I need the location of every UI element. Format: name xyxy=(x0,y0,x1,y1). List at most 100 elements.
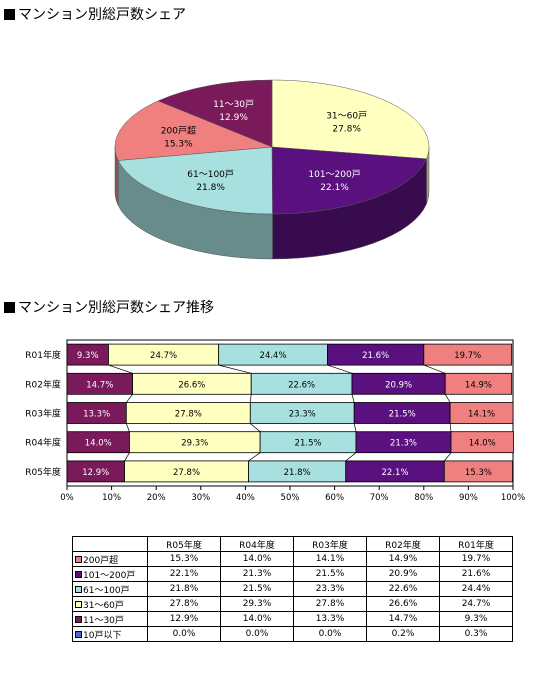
series-line-1-0 xyxy=(126,394,133,403)
series-line-2-3 xyxy=(449,423,452,432)
bar-label-0-0: 9.3% xyxy=(77,351,99,361)
x-tick-label-3: 30% xyxy=(191,493,210,503)
table-cell-5-3: 0.2% xyxy=(366,626,440,642)
table-cell-4-2: 13.3% xyxy=(293,611,367,627)
table-cell-0-4: 19.7% xyxy=(439,551,513,567)
table-row-label-1: 101～200戸 xyxy=(72,566,148,582)
pie-slice-1 xyxy=(271,146,427,215)
table-row: 61～100戸 21.8% 21.5% 23.3% 22.6% 24.4% xyxy=(72,581,513,597)
pie-slice-name-2: 61～100戸 xyxy=(187,169,234,180)
table-cell-0-1: 14.0% xyxy=(220,551,294,567)
data-table: R05年度 R04年度 R03年度 R02年度 R01年度 200戸超 15.3% 14.0… xyxy=(72,536,513,642)
pie-slice-3 xyxy=(114,100,273,161)
table-cell-5-1: 0.0% xyxy=(220,626,294,642)
series-line-0-3 xyxy=(423,364,446,374)
bar-label-4-3: 22.1% xyxy=(382,468,409,478)
series-line-0-1 xyxy=(218,364,252,374)
table-cell-2-0: 21.8% xyxy=(147,581,221,597)
table-row: 11～30戸 12.9% 14.0% 13.3% 14.7% 9.3% xyxy=(72,611,513,627)
table-cell-1-0: 22.1% xyxy=(147,566,221,582)
bar-label-2-3: 21.5% xyxy=(389,410,416,420)
table-cell-1-1: 21.3% xyxy=(220,566,294,582)
category-label-1: R02年度 xyxy=(25,378,61,390)
category-label-3: R04年度 xyxy=(25,437,61,449)
legend-swatch-icon xyxy=(75,600,82,608)
category-label-0: R01年度 xyxy=(25,349,61,361)
table-cell-3-4: 24.7% xyxy=(439,596,513,612)
table-cell-1-2: 21.5% xyxy=(293,566,367,582)
bar-label-3-1: 29.3% xyxy=(181,439,208,449)
table-cell-2-4: 24.4% xyxy=(439,581,513,597)
table-cell-5-2: 0.0% xyxy=(293,626,367,642)
pie-slice-name-1: 101～200戸 xyxy=(308,169,360,180)
table-col-header-3: R02年度 xyxy=(366,536,440,552)
table-col-header-0: R05年度 xyxy=(147,536,221,552)
legend-name: 11～30戸 xyxy=(83,615,124,626)
bar-label-3-0: 14.0% xyxy=(85,439,112,449)
table-cell-4-1: 14.0% xyxy=(220,611,294,627)
legend-name: 31～60戸 xyxy=(83,600,124,611)
table-row: 200戸超 15.3% 14.0% 14.1% 14.9% 19.7% xyxy=(72,551,513,567)
x-tick-label-0: 0% xyxy=(60,493,74,503)
bar-segment-4-4 xyxy=(443,460,513,483)
table-row-label-0: 200戸超 xyxy=(72,551,148,567)
pie-slice-label-0: 27.8% xyxy=(332,124,361,134)
x-tick-label-10: 100% xyxy=(501,493,525,503)
x-tick-label-8: 80% xyxy=(414,493,433,503)
x-tick-label-4: 40% xyxy=(236,493,255,503)
x-tick-label-1: 10% xyxy=(102,493,121,503)
x-tick-label-5: 50% xyxy=(281,493,300,503)
legend-name: 10戸以下 xyxy=(83,630,122,641)
bar-label-0-3: 21.6% xyxy=(362,351,389,361)
bar-label-4-0: 12.9% xyxy=(82,468,109,478)
pie-slice-0 xyxy=(271,79,430,160)
pie-slice-label-1: 22.1% xyxy=(320,183,349,193)
x-tick-label-9: 90% xyxy=(459,493,478,503)
bar-segment-2-4 xyxy=(449,402,514,424)
bar-label-2-2: 23.3% xyxy=(289,410,316,420)
table-cell-5-0: 0.0% xyxy=(147,626,221,642)
bar-label-1-3: 20.9% xyxy=(385,380,412,390)
table-cell-3-1: 29.3% xyxy=(220,596,294,612)
series-line-2-2 xyxy=(353,423,357,432)
table-header-row: R05年度 R04年度 R03年度 R02年度 R01年度 xyxy=(72,536,513,552)
table-cell-2-2: 23.3% xyxy=(293,581,367,597)
series-line-3-1 xyxy=(248,452,261,462)
table-cell-1-4: 21.6% xyxy=(439,566,513,582)
legend-swatch-icon xyxy=(75,555,82,563)
table-cell-3-0: 27.8% xyxy=(147,596,221,612)
pie-slice-name-0: 31～60戸 xyxy=(326,110,367,121)
bar-label-1-4: 14.9% xyxy=(465,380,492,390)
pie-slice-label-2: 21.8% xyxy=(196,183,225,193)
x-tick-label-6: 60% xyxy=(325,493,344,503)
bar-label-4-4: 15.3% xyxy=(465,468,492,478)
table-row-label-5: 10戸以下 xyxy=(72,626,148,642)
table-cell-3-2: 27.8% xyxy=(293,596,367,612)
series-line-1-3 xyxy=(444,394,451,403)
pie-slice-label-4: 12.9% xyxy=(219,113,248,123)
series-line-0-2 xyxy=(327,364,353,374)
legend-swatch-icon xyxy=(75,570,82,578)
heading-square-icon xyxy=(4,302,15,313)
series-line-3-3 xyxy=(444,452,452,462)
bar-label-3-4: 14.0% xyxy=(469,439,496,449)
legend-swatch-icon xyxy=(75,630,82,638)
pie-slice-4 xyxy=(157,79,273,148)
table-cell-1-3: 20.9% xyxy=(366,566,440,582)
pie-slice-2 xyxy=(117,146,273,215)
series-line-3-0 xyxy=(124,452,130,462)
table-cell-4-4: 9.3% xyxy=(439,611,513,627)
legend-name: 101～200戸 xyxy=(83,570,136,581)
series-line-0-0 xyxy=(108,364,133,374)
bar-label-0-1: 24.7% xyxy=(150,351,177,361)
bar-label-1-1: 26.6% xyxy=(178,380,205,390)
series-line-1-2 xyxy=(351,394,355,403)
legend-swatch-icon xyxy=(75,615,82,623)
series-line-3-2 xyxy=(345,452,357,462)
table-cell-2-3: 22.6% xyxy=(366,581,440,597)
bar-label-0-2: 24.4% xyxy=(260,351,287,361)
category-label-2: R03年度 xyxy=(25,408,61,420)
table-row: 101～200戸 22.1% 21.3% 21.5% 20.9% 21.6% xyxy=(72,566,513,582)
